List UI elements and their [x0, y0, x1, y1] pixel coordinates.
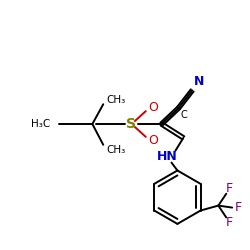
- Text: F: F: [234, 201, 242, 214]
- Text: F: F: [226, 216, 233, 229]
- Text: F: F: [226, 182, 233, 195]
- Text: HN: HN: [157, 150, 178, 163]
- Text: O: O: [149, 134, 158, 147]
- Text: CH₃: CH₃: [106, 95, 126, 105]
- Text: H₃C: H₃C: [31, 119, 50, 129]
- Text: S: S: [126, 117, 136, 131]
- Text: C: C: [180, 110, 187, 120]
- Text: N: N: [194, 76, 204, 88]
- Text: CH₃: CH₃: [106, 145, 126, 155]
- Text: O: O: [149, 101, 158, 114]
